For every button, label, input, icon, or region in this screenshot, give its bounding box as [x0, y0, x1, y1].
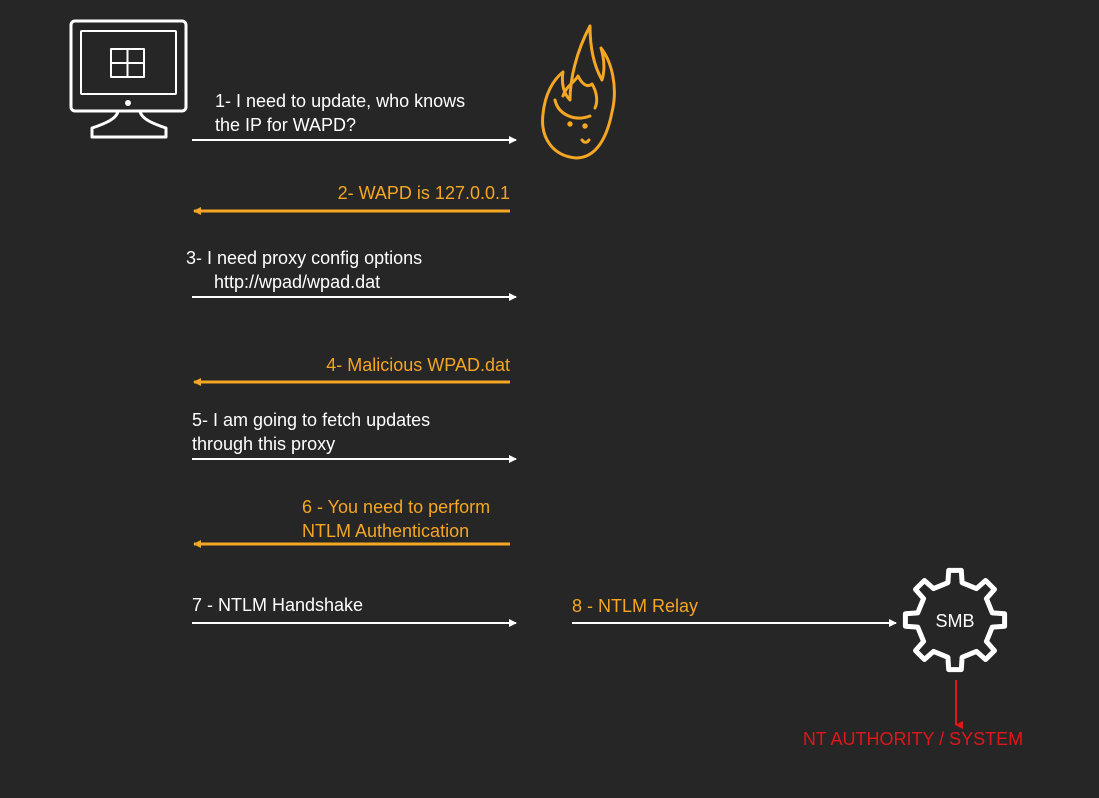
result-label: NT AUTHORITY / SYSTEM: [803, 729, 1023, 749]
flame-icon: [541, 24, 616, 160]
step-3: 3- I need proxy config options http://wp…: [186, 248, 517, 301]
step-5-line-1: 5- I am going to fetch updates: [192, 410, 430, 430]
step-6-line-1: 6 - You need to perform: [302, 497, 490, 517]
gear-icon: SMB: [902, 567, 1008, 673]
step-5-line-2: through this proxy: [192, 434, 335, 454]
step-6-line-2: NTLM Authentication: [302, 521, 469, 541]
step-8-line-1: 8 - NTLM Relay: [572, 596, 698, 616]
step-2-line-1: 2- WAPD is 127.0.0.1: [338, 183, 510, 203]
step-5: 5- I am going to fetch updates through t…: [192, 410, 517, 463]
step-8: 8 - NTLM Relay: [572, 596, 897, 627]
step-4-line-1: 4- Malicious WPAD.dat: [326, 355, 510, 375]
step-3-line-1: 3- I need proxy config options: [186, 248, 422, 268]
gear-outline: [902, 567, 1008, 673]
step-7: 7 - NTLM Handshake: [192, 595, 517, 627]
step-7-line-1: 7 - NTLM Handshake: [192, 595, 363, 615]
step-2: 2- WAPD is 127.0.0.1: [193, 183, 510, 215]
windows-monitor-icon: [69, 19, 188, 139]
step-1-line-2: the IP for WAPD?: [215, 115, 356, 135]
step-4: 4- Malicious WPAD.dat: [193, 355, 510, 386]
step-1: 1- I need to update, who knows the IP fo…: [192, 91, 517, 144]
step-3-line-2: http://wpad/wpad.dat: [214, 272, 380, 292]
step-1-line-1: 1- I need to update, who knows: [215, 91, 465, 111]
step-6: 6 - You need to perform NTLM Authenticat…: [193, 497, 510, 548]
smb-label: SMB: [935, 611, 974, 631]
